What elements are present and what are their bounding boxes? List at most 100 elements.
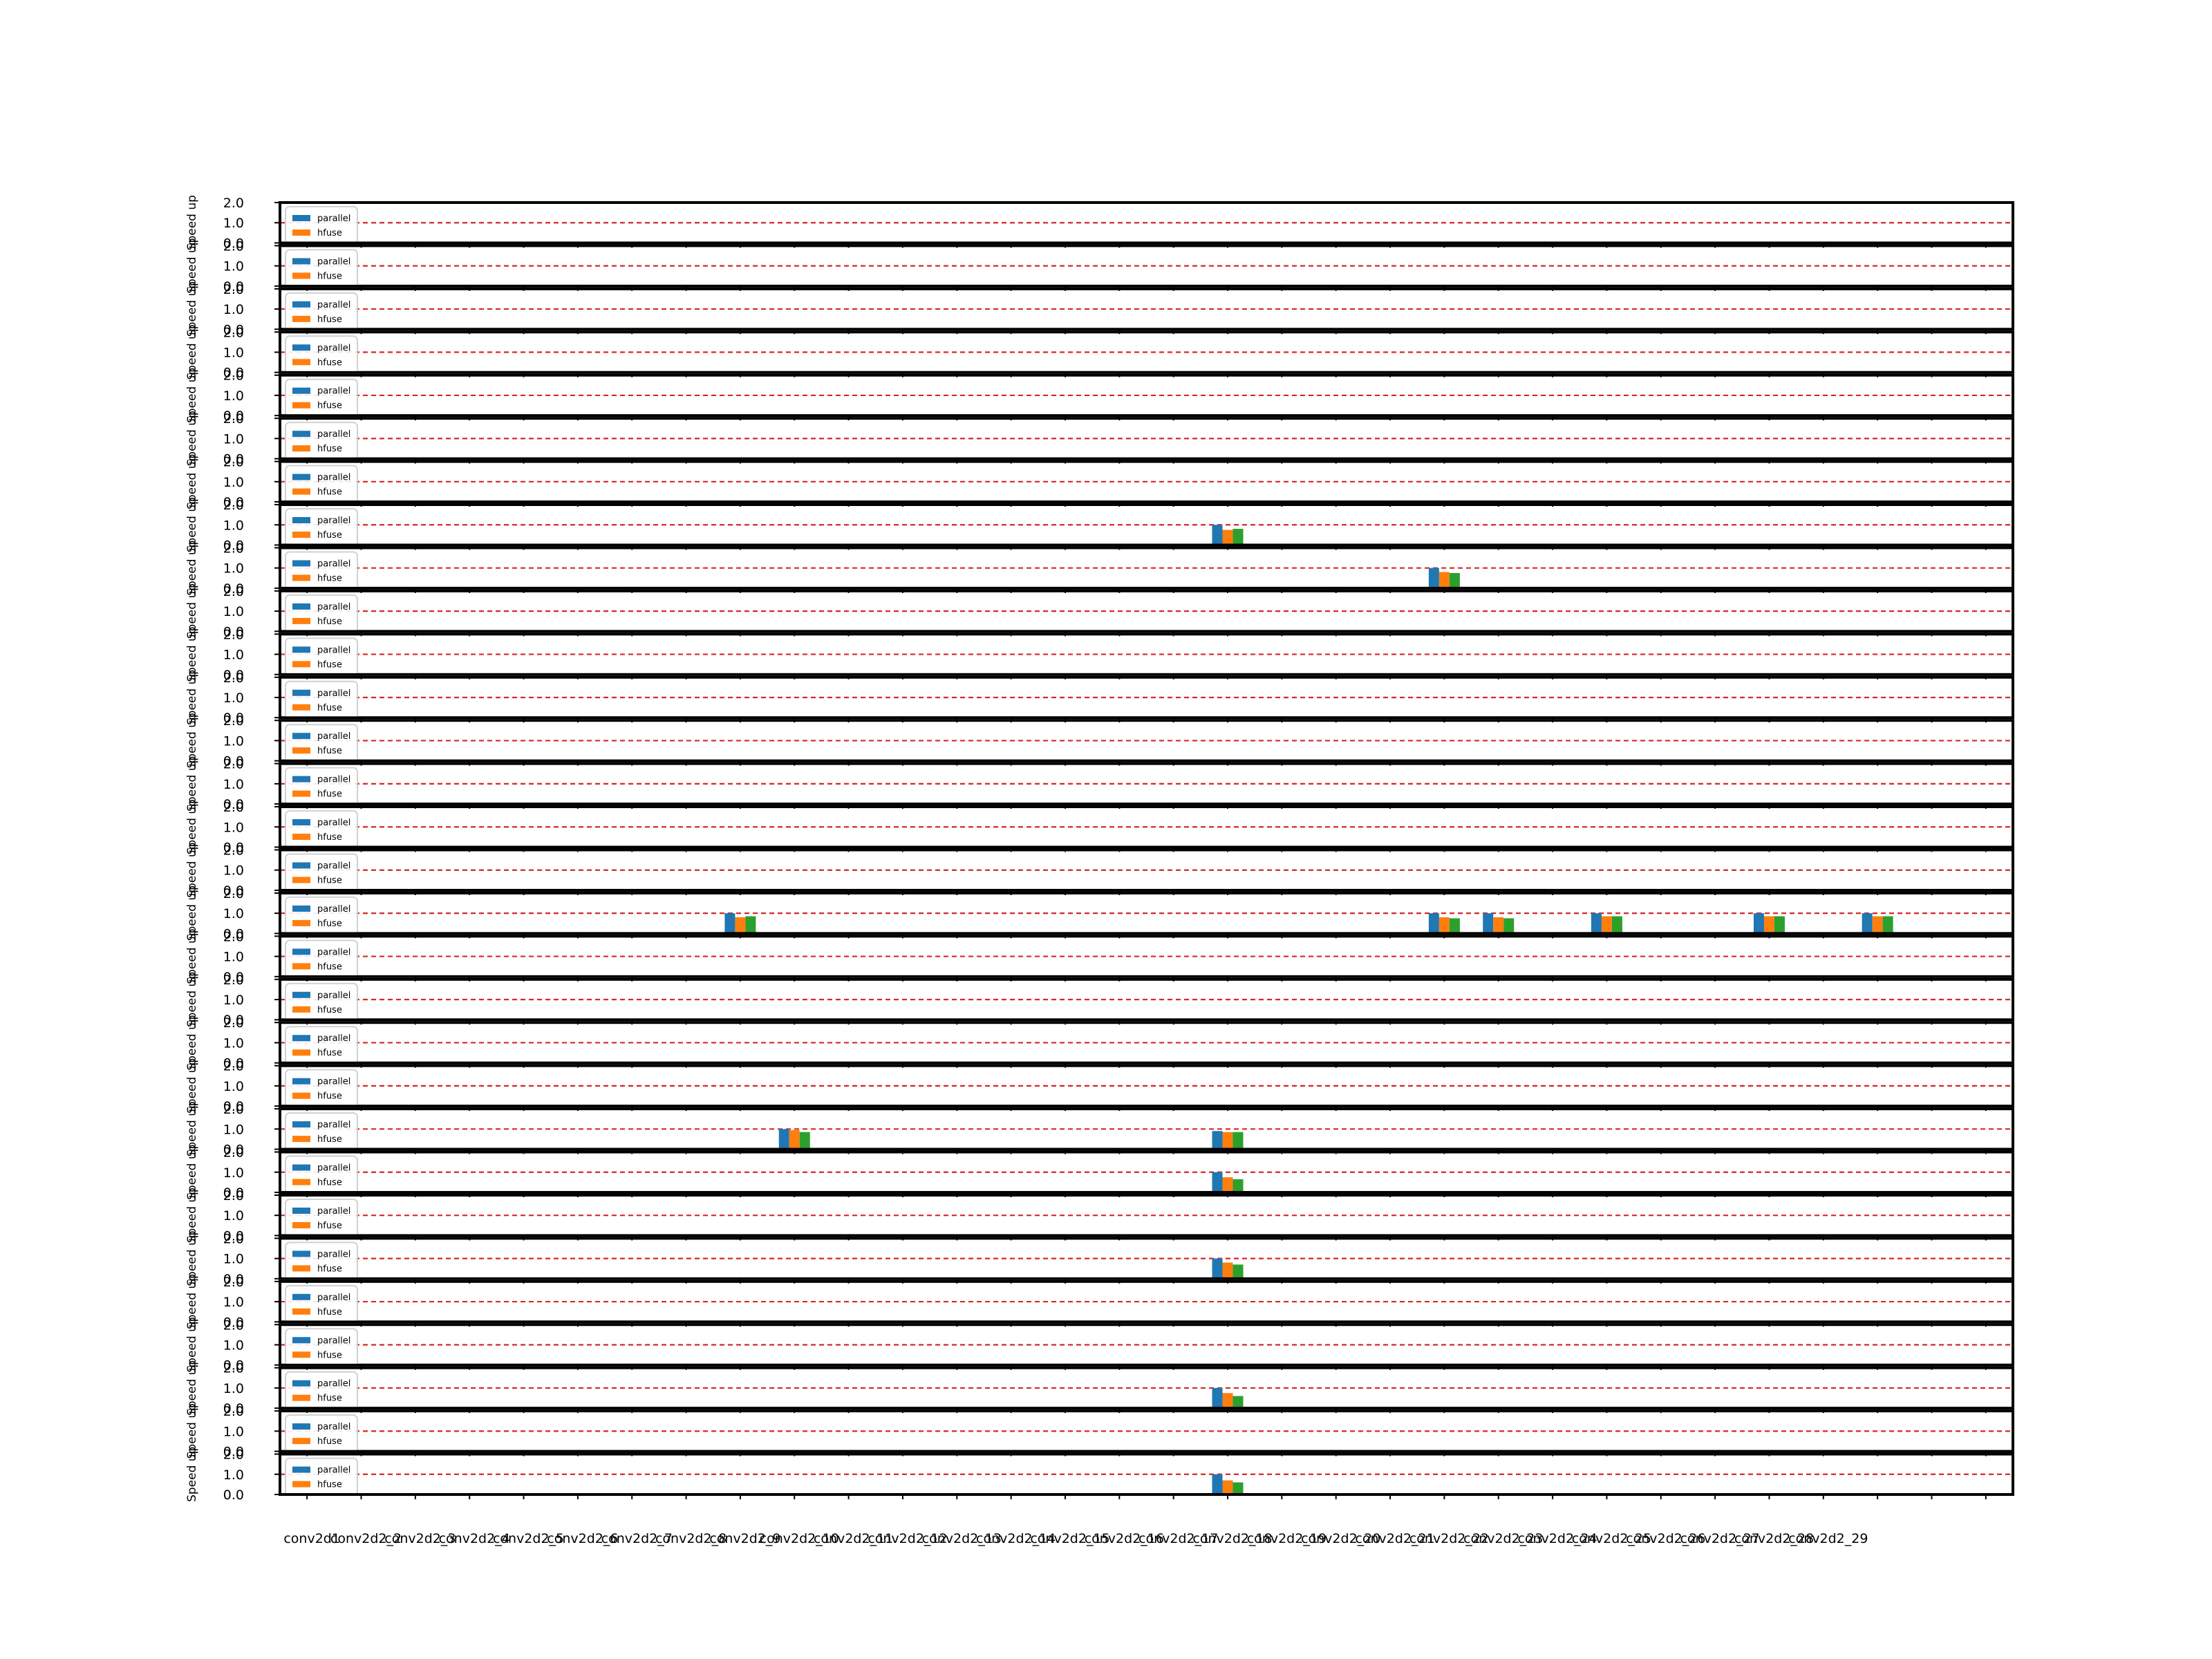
y-tick-label: 1.0	[223, 259, 244, 274]
y-tick-label: 0.0	[223, 624, 244, 639]
y-axis-label: Speed up	[185, 583, 199, 639]
bar-parallel	[1212, 1131, 1223, 1150]
bar-bfuse	[1503, 918, 1515, 934]
legend-swatch-parallel	[292, 1207, 310, 1214]
bar-bfuse	[1449, 572, 1460, 588]
legend-label-hfuse: hfuse	[317, 1436, 342, 1447]
legend: parallelhfusebfuse	[285, 1026, 358, 1062]
legend: parallelhfusebfuse	[285, 508, 358, 544]
bar-bfuse	[1882, 916, 1893, 934]
y-tick-label: 1.0	[223, 388, 244, 404]
x-tick-label: conv2d2_20	[1301, 1531, 1380, 1546]
x-tick-label: conv2d2_17	[1138, 1531, 1218, 1546]
y-tick-label: 2.0	[223, 1275, 244, 1290]
legend-swatch-parallel	[292, 517, 310, 524]
legend-swatch-parallel	[292, 905, 310, 912]
legend: parallelhfusebfuse	[285, 853, 358, 889]
y-tick-label: 1.0	[223, 475, 244, 490]
legend-label-hfuse: hfuse	[317, 1264, 342, 1274]
legend-label-parallel: parallel	[317, 300, 350, 310]
y-axis-label: Speed up	[185, 1145, 199, 1200]
x-tick-label: conv2d2_16	[1085, 1531, 1164, 1546]
x-tick-label: conv2d2_7	[601, 1531, 673, 1546]
x-tick-label: conv2d2_15	[1030, 1531, 1109, 1546]
y-axis-label: Speed up	[185, 1015, 199, 1070]
y-tick-label: 2.0	[223, 929, 244, 944]
legend: parallelhfusebfuse	[285, 810, 358, 846]
legend-swatch-parallel	[292, 1121, 310, 1128]
y-tick-label: 1.0	[223, 691, 244, 706]
bar-hfuse	[789, 1130, 800, 1150]
legend-swatch-hfuse	[292, 574, 310, 581]
y-tick-label: 0.0	[223, 1143, 244, 1158]
x-tick-label: conv2d2_27	[1680, 1531, 1759, 1546]
legend-label-parallel: parallel	[317, 1293, 350, 1303]
y-axis-label: Speed up	[185, 324, 199, 379]
x-tick-label: conv2d2_2	[330, 1531, 402, 1546]
bar-hfuse	[1222, 529, 1233, 545]
legend: parallelhfusebfuse	[285, 896, 358, 932]
y-tick-label: 0.0	[223, 841, 244, 856]
legend-label-parallel: parallel	[317, 516, 350, 526]
legend-label-parallel: parallel	[317, 818, 350, 828]
y-tick-label: 0.0	[223, 1228, 244, 1244]
legend-swatch-parallel	[292, 1423, 310, 1430]
y-tick-label: 0.0	[223, 883, 244, 899]
y-tick-label: 0.0	[223, 495, 244, 510]
y-axis-label: Speed up	[185, 972, 199, 1027]
legend-swatch-parallel	[292, 1035, 310, 1042]
legend-label-hfuse: hfuse	[317, 1005, 342, 1015]
legend-label-hfuse: hfuse	[317, 789, 342, 800]
legend-swatch-parallel	[292, 948, 310, 955]
y-tick-label: 0.0	[223, 1099, 244, 1114]
legend-label-hfuse: hfuse	[317, 1048, 342, 1058]
legend-swatch-hfuse	[292, 1006, 310, 1013]
bar-hfuse	[1222, 1132, 1233, 1150]
x-tick-label: conv2d2_13	[922, 1531, 1002, 1546]
legend-swatch-hfuse	[292, 1481, 310, 1488]
legend-label-hfuse: hfuse	[317, 659, 342, 670]
y-tick-label: 1.0	[223, 1208, 244, 1224]
y-tick-label: 2.0	[223, 411, 244, 427]
legend-label-parallel: parallel	[317, 1379, 350, 1389]
y-tick-label: 2.0	[223, 1361, 244, 1376]
legend: parallelhfusebfuse	[285, 378, 358, 415]
legend-label-hfuse: hfuse	[317, 919, 342, 929]
legend-swatch-hfuse	[292, 1221, 310, 1228]
y-tick-label: 2.0	[223, 1145, 244, 1161]
x-tick-label: conv2d2_21	[1355, 1531, 1434, 1546]
x-tick-label: conv2d1	[283, 1531, 340, 1546]
y-tick-label: 2.0	[223, 282, 244, 297]
legend-swatch-parallel	[292, 474, 310, 480]
legend-swatch-parallel	[292, 1380, 310, 1387]
legend-label-parallel: parallel	[317, 1077, 350, 1087]
y-tick-label: 1.0	[223, 906, 244, 921]
bar-parallel	[1212, 525, 1223, 545]
legend: parallelhfusebfuse	[285, 1198, 358, 1235]
y-tick-label: 1.0	[223, 993, 244, 1008]
bar-hfuse	[1493, 917, 1504, 934]
y-tick-label: 2.0	[223, 800, 244, 815]
y-tick-label: 2.0	[223, 757, 244, 772]
legend-swatch-hfuse	[292, 617, 310, 624]
y-tick-label: 1.0	[223, 777, 244, 792]
legend-swatch-parallel	[292, 776, 310, 782]
bar-hfuse	[1763, 916, 1774, 934]
legend-label-hfuse: hfuse	[317, 1480, 342, 1490]
legend-label-hfuse: hfuse	[317, 487, 342, 498]
legend: parallelhfusebfuse	[285, 1069, 358, 1105]
y-tick-label: 0.0	[223, 452, 244, 467]
legend: parallelhfusebfuse	[285, 982, 358, 1019]
y-tick-label: 2.0	[223, 238, 244, 254]
legend-swatch-hfuse	[292, 445, 310, 452]
bar-hfuse	[735, 917, 746, 934]
y-tick-label: 0.0	[223, 409, 244, 424]
legend-label-hfuse: hfuse	[317, 1134, 342, 1145]
legend-swatch-parallel	[292, 991, 310, 998]
y-tick-label: 1.0	[223, 1381, 244, 1396]
y-tick-label: 0.0	[223, 581, 244, 597]
legend-label-hfuse: hfuse	[317, 832, 342, 843]
